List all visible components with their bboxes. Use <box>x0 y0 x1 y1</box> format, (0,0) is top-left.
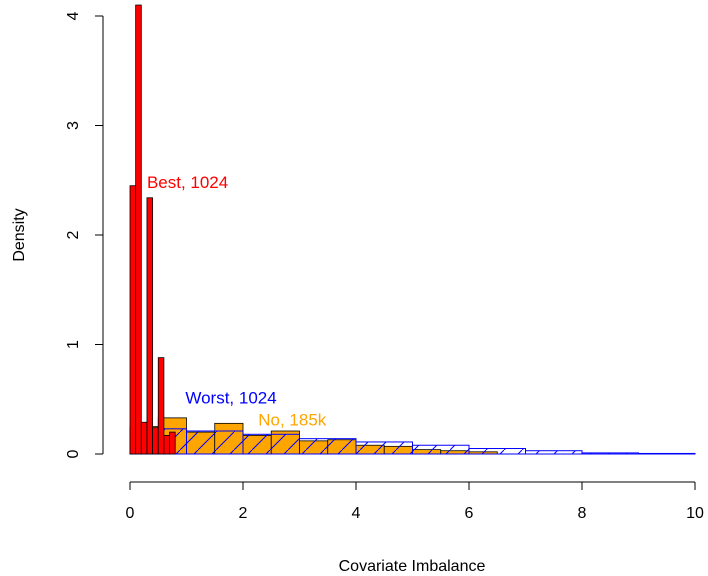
series-3 <box>129 4 176 455</box>
x-tick-label: 4 <box>352 505 361 522</box>
y-axis-label: Density <box>11 208 28 261</box>
histogram-bar <box>242 433 300 455</box>
histogram-bar <box>581 452 639 455</box>
x-tick-label: 10 <box>686 505 704 522</box>
series-annotation: Worst, 1024 <box>185 389 276 408</box>
y-tick-label: 4 <box>65 11 82 20</box>
annotations: Best, 1024 Worst, 1024 No, 185k <box>147 173 327 430</box>
histogram-bar <box>186 430 244 455</box>
histogram-bar <box>355 441 413 455</box>
histogram-bar <box>525 450 583 455</box>
series-2 <box>129 428 696 455</box>
x-tick-label: 8 <box>578 505 587 522</box>
histogram-bar <box>152 427 159 455</box>
histogram-bar <box>163 434 170 455</box>
y-tick-label: 3 <box>65 121 82 130</box>
histogram-bar <box>412 444 470 455</box>
x-tick-label: 2 <box>239 505 248 522</box>
histogram-bar <box>638 452 696 455</box>
y-tick-label: 1 <box>65 340 82 349</box>
histogram-bar <box>468 448 526 455</box>
histogram-bar <box>135 4 142 455</box>
histogram-bar <box>299 438 357 455</box>
histogram-bar <box>157 357 165 455</box>
x-tick-label: 6 <box>465 505 474 522</box>
plot-area <box>129 4 696 455</box>
series-annotation: No, 185k <box>258 411 327 430</box>
y-tick-label: 2 <box>65 230 82 239</box>
x-axis-ticks: 0 2 4 6 8 10 <box>126 482 704 522</box>
y-axis-ticks: 0 1 2 3 4 <box>65 11 103 458</box>
x-tick-label: 0 <box>126 505 135 522</box>
y-tick-label: 0 <box>65 449 82 458</box>
histogram-bar <box>140 421 148 455</box>
x-axis-label: Covariate Imbalance <box>339 558 486 575</box>
histogram-bar <box>129 185 137 455</box>
histogram-bar <box>146 197 153 455</box>
series-annotation: Best, 1024 <box>147 173 228 192</box>
histogram-bar <box>169 431 176 455</box>
